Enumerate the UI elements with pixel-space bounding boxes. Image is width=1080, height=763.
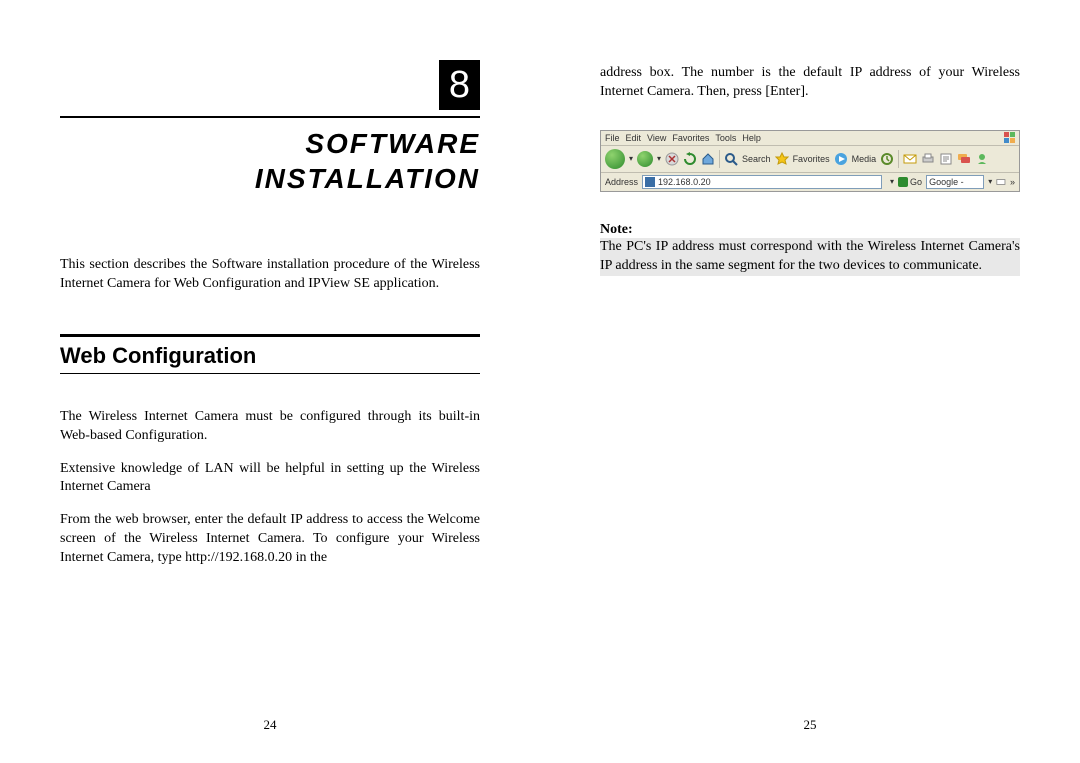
- chapter-rule: [60, 116, 480, 118]
- home-icon[interactable]: [701, 152, 715, 166]
- forward-dropdown-icon[interactable]: ▾: [657, 154, 661, 163]
- media-label[interactable]: Media: [852, 154, 877, 164]
- section-rule-bottom: [60, 373, 480, 374]
- page-spread: 8 SOFTWARE INSTALLATION This section des…: [0, 0, 1080, 763]
- browser-toolbar: ▾ ▾ Search Favorites Media: [601, 146, 1019, 173]
- address-label: Address: [605, 177, 638, 187]
- note-text: The PC's IP address must correspond with…: [600, 238, 1020, 276]
- chapter-number: 8: [439, 60, 480, 110]
- print-icon[interactable]: [921, 152, 935, 166]
- links-chevron-icon[interactable]: »: [1010, 177, 1015, 187]
- media-icon[interactable]: [834, 152, 848, 166]
- page-number-right: 25: [540, 717, 1080, 733]
- search-label[interactable]: Search: [742, 154, 771, 164]
- refresh-icon[interactable]: [683, 152, 697, 166]
- intro-paragraph: This section describes the Software inst…: [60, 256, 480, 294]
- page-left: 8 SOFTWARE INSTALLATION This section des…: [0, 0, 540, 763]
- section-title: Web Configuration: [60, 337, 480, 373]
- paragraph-2: Extensive knowledge of LAN will be helpf…: [60, 460, 480, 498]
- paragraph-1: The Wireless Internet Camera must be con…: [60, 408, 480, 446]
- browser-screenshot: File Edit View Favorites Tools Help ▾ ▾: [600, 130, 1020, 192]
- favorites-icon[interactable]: [775, 152, 789, 166]
- browser-addressbar: Address 192.168.0.20 ▾ Go Google - ▾ »: [601, 173, 1019, 191]
- page-icon: [645, 177, 655, 187]
- forward-button[interactable]: [637, 151, 653, 167]
- menu-file[interactable]: File: [605, 133, 620, 143]
- paragraph-3: From the web browser, enter the default …: [60, 511, 480, 568]
- back-dropdown-icon[interactable]: ▾: [629, 154, 633, 163]
- chapter-title: SOFTWARE INSTALLATION: [60, 126, 480, 196]
- go-icon: [898, 177, 908, 187]
- mail-icon[interactable]: [903, 152, 917, 166]
- note-label: Note:: [600, 222, 1020, 238]
- continuation-paragraph: address box. The number is the default I…: [600, 64, 1020, 102]
- menu-tools[interactable]: Tools: [715, 133, 736, 143]
- favorites-label[interactable]: Favorites: [793, 154, 830, 164]
- toolbar-separator-2: [898, 150, 899, 168]
- links-icon[interactable]: [996, 176, 1006, 188]
- google-dropdown-icon[interactable]: ▾: [988, 177, 992, 186]
- menu-edit[interactable]: Edit: [626, 133, 642, 143]
- chapter-header: 8 SOFTWARE INSTALLATION: [60, 60, 480, 196]
- search-icon[interactable]: [724, 152, 738, 166]
- browser-menubar: File Edit View Favorites Tools Help: [601, 131, 1019, 146]
- menu-help[interactable]: Help: [742, 133, 761, 143]
- address-value: 192.168.0.20: [658, 177, 711, 187]
- go-label: Go: [910, 177, 922, 187]
- toolbar-separator: [719, 150, 720, 168]
- stop-icon[interactable]: [665, 152, 679, 166]
- go-button[interactable]: Go: [898, 177, 922, 187]
- chapter-title-line2: INSTALLATION: [255, 163, 480, 194]
- discuss-icon[interactable]: [957, 152, 971, 166]
- page-number-left: 24: [0, 717, 540, 733]
- edit-icon[interactable]: [939, 152, 953, 166]
- section-block: Web Configuration: [60, 334, 480, 374]
- back-button[interactable]: [605, 149, 625, 169]
- chapter-title-line1: SOFTWARE: [305, 128, 480, 159]
- page-right: address box. The number is the default I…: [540, 0, 1080, 763]
- messenger-icon[interactable]: [975, 152, 989, 166]
- windows-flag-icon: [1004, 132, 1016, 144]
- google-label: Google -: [929, 177, 964, 187]
- menu-view[interactable]: View: [647, 133, 666, 143]
- google-toolbar-input[interactable]: Google -: [926, 175, 984, 189]
- menu-favorites[interactable]: Favorites: [672, 133, 709, 143]
- history-icon[interactable]: [880, 152, 894, 166]
- address-dropdown-icon[interactable]: ▾: [890, 177, 894, 186]
- address-input[interactable]: 192.168.0.20: [642, 175, 882, 189]
